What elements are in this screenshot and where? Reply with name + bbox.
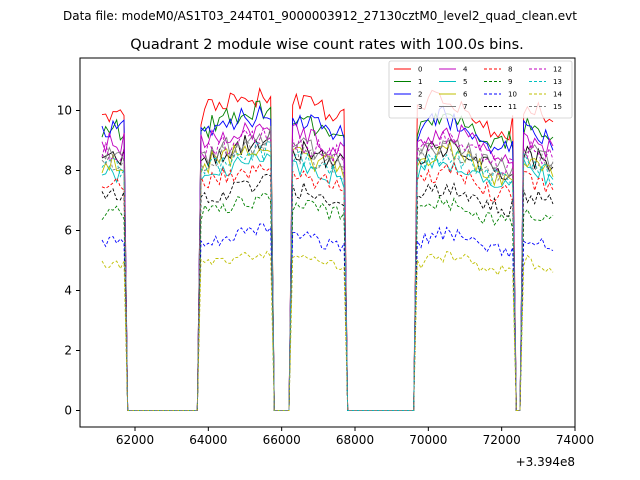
y-tick-label: 4 xyxy=(64,284,72,298)
series-line-8 xyxy=(101,161,554,411)
x-tick-label: 62000 xyxy=(116,433,154,447)
legend-item-1[interactable]: 1 xyxy=(394,78,422,86)
legend-label: 15 xyxy=(553,103,562,111)
legend-label: 1 xyxy=(418,78,422,86)
series-line-15 xyxy=(101,136,554,411)
chart-title: Quadrant 2 module wise count rates with … xyxy=(130,37,524,53)
x-tick-label: 68000 xyxy=(336,433,374,447)
y-axis: 0 2 4 6 8 10 xyxy=(57,104,80,418)
x-tick-label: 70000 xyxy=(409,433,447,447)
y-tick-label: 10 xyxy=(57,104,72,118)
legend-item-8[interactable]: 8 xyxy=(484,66,512,74)
legend-item-11[interactable]: 11 xyxy=(484,103,517,111)
legend-label: 9 xyxy=(508,78,512,86)
legend-label: 4 xyxy=(463,66,468,74)
legend-item-0[interactable]: 0 xyxy=(394,66,422,74)
legend-item-2[interactable]: 2 xyxy=(394,91,422,99)
legend-label: 8 xyxy=(508,66,512,74)
x-tick-label: 74000 xyxy=(556,433,594,447)
y-tick-label: 2 xyxy=(64,344,72,358)
legend-label: 7 xyxy=(463,103,467,111)
legend-label: 10 xyxy=(508,91,517,99)
legend-item-12[interactable]: 12 xyxy=(529,66,562,74)
legend-label: 11 xyxy=(508,103,517,111)
legend-item-4[interactable]: 4 xyxy=(439,66,468,74)
legend-box xyxy=(388,60,573,119)
x-tick-label: 72000 xyxy=(483,433,521,447)
plot-frame xyxy=(79,57,576,428)
series-line-10 xyxy=(101,223,554,411)
legend-label: 13 xyxy=(553,78,562,86)
legend-item-5[interactable]: 5 xyxy=(439,78,467,86)
plot-lines xyxy=(101,87,554,411)
series-line-14 xyxy=(101,250,554,411)
legend-label: 14 xyxy=(553,91,562,99)
legend-label: 12 xyxy=(553,66,562,74)
x-offset-label: +3.394e8 xyxy=(516,455,575,469)
x-tick-label: 66000 xyxy=(263,433,301,447)
y-tick-label: 0 xyxy=(64,404,72,418)
series-line-7 xyxy=(101,125,554,411)
x-tick-label: 64000 xyxy=(189,433,227,447)
legend-item-14[interactable]: 14 xyxy=(529,91,562,99)
series-line-6 xyxy=(101,141,554,411)
legend-label: 0 xyxy=(418,66,422,74)
legend-label: 3 xyxy=(418,103,422,111)
legend-item-9[interactable]: 9 xyxy=(484,78,512,86)
legend-label: 5 xyxy=(463,78,467,86)
legend-item-10[interactable]: 10 xyxy=(484,91,517,99)
series-line-9 xyxy=(101,192,554,411)
series-line-11 xyxy=(101,173,554,411)
y-tick-label: 6 xyxy=(64,224,72,238)
legend-label: 2 xyxy=(418,91,422,99)
y-tick-label: 8 xyxy=(64,164,72,178)
legend-item-3[interactable]: 3 xyxy=(394,103,422,111)
legend-item-7[interactable]: 7 xyxy=(439,103,467,111)
legend-label: 6 xyxy=(463,91,468,99)
legend-item-15[interactable]: 15 xyxy=(529,103,562,111)
series-line-4 xyxy=(101,121,554,411)
chart-suptitle: Data file: modeM0/AS1T03_244T01_90000039… xyxy=(63,9,577,23)
series-line-5 xyxy=(101,153,554,411)
legend-item-13[interactable]: 13 xyxy=(529,78,562,86)
legend-item-6[interactable]: 6 xyxy=(439,91,468,99)
x-axis: 62000 64000 66000 68000 70000 72000 74000 xyxy=(116,427,594,447)
